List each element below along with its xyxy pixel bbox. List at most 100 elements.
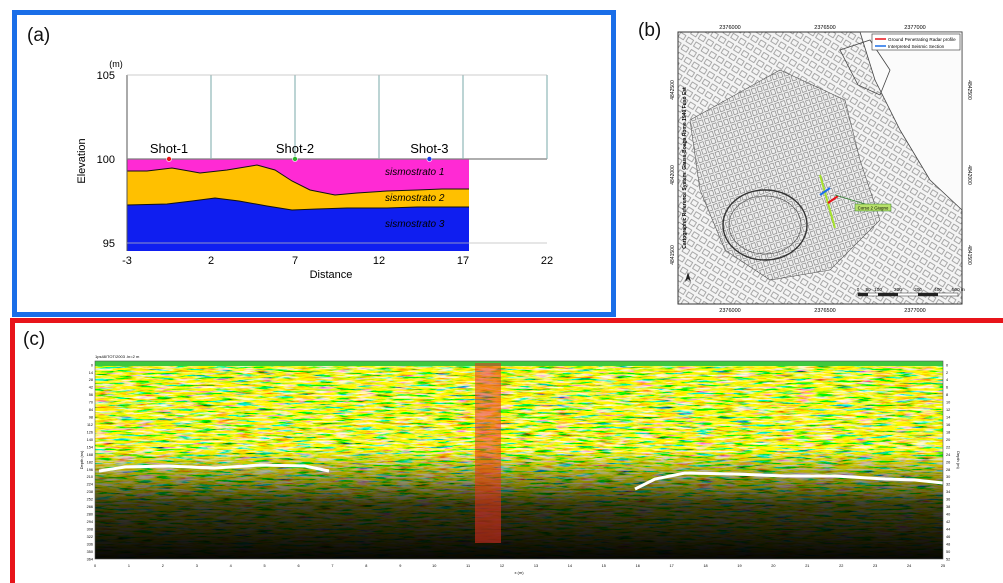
y-ticks: 105 100 95 bbox=[97, 70, 547, 250]
left-coord-2: 4842000 bbox=[670, 165, 676, 185]
x-tick-label: 2 bbox=[208, 255, 214, 267]
shot-marker bbox=[426, 156, 433, 162]
left-depth-tick: 98 bbox=[89, 416, 93, 420]
left-coord-3: 4841500 bbox=[670, 245, 676, 265]
left-depth-tick: 294 bbox=[87, 520, 93, 524]
layer-1-label: sismostrato 1 bbox=[385, 167, 444, 178]
left-depth-tick: 210 bbox=[87, 475, 93, 479]
top-coord-1: 2376000 bbox=[719, 25, 740, 31]
x-tick-label: 7 bbox=[292, 255, 298, 267]
scale-bar: 0 50 100 200 300 400 500 m bbox=[857, 287, 965, 297]
shot-label: Shot-3 bbox=[410, 141, 448, 156]
right-depth-tick: 32 bbox=[946, 483, 950, 487]
left-depth-tick: 280 bbox=[87, 513, 93, 517]
dense-district bbox=[689, 69, 881, 281]
right-depth-tick: 40 bbox=[946, 513, 950, 517]
left-depth-tick: 322 bbox=[87, 535, 93, 539]
left-depth-tick: 364 bbox=[87, 557, 93, 561]
radargram-x-axis-label: x (m) bbox=[514, 570, 524, 575]
left-depth-tick: 350 bbox=[87, 550, 93, 554]
x-distance-tick: 14 bbox=[568, 564, 572, 568]
left-depth-tick: 70 bbox=[89, 401, 93, 405]
right-depth-tick: 34 bbox=[946, 490, 950, 494]
left-depth-tick: 0 bbox=[91, 363, 93, 367]
x-distance-tick: 25 bbox=[941, 564, 945, 568]
shot-marker bbox=[166, 156, 172, 162]
x-distance-tick: 12 bbox=[500, 564, 504, 568]
y-unit-label: (m) bbox=[109, 59, 123, 69]
bottom-coord-1: 2376000 bbox=[719, 308, 740, 314]
left-depth-tick: 154 bbox=[87, 445, 93, 449]
right-coord-1: 4842500 bbox=[966, 80, 972, 100]
top-coord-2: 2376500 bbox=[814, 25, 835, 31]
layer-3-area bbox=[127, 198, 469, 251]
shot-label: Shot-1 bbox=[150, 141, 188, 156]
left-depth-tick: 14 bbox=[89, 371, 93, 375]
scale-200: 200 bbox=[894, 287, 902, 292]
shot-label: Shot-2 bbox=[276, 141, 314, 156]
right-depth-tick: 22 bbox=[946, 445, 950, 449]
harbor bbox=[839, 39, 891, 96]
layer-2-3-boundary bbox=[126, 197, 469, 211]
x-tick-label: 12 bbox=[373, 255, 385, 267]
panel-b-label: (b) bbox=[638, 20, 662, 41]
left-depth-tick: 224 bbox=[87, 483, 93, 487]
right-depth-tick: 50 bbox=[946, 550, 950, 554]
y-tick-label: 95 bbox=[103, 238, 115, 250]
radargram-right-ticks: 0246810121416182022242628303234363840424… bbox=[946, 363, 950, 561]
panel-a-label: (a) bbox=[27, 25, 51, 46]
panel-b-location-map: (b) 2376000 2376500 2377000 2376000 2376… bbox=[630, 10, 1002, 317]
right-depth-tick: 42 bbox=[946, 520, 950, 524]
panel-a-seismic-section: (a) 105 100 95 -3 2 7 12 17 22 Shot-1 Shot-2 Shot… bbox=[12, 10, 616, 317]
bottom-coord-2: 2376500 bbox=[814, 308, 835, 314]
layer-3-label: sismostrato 3 bbox=[385, 219, 445, 230]
x-distance-tick: 23 bbox=[873, 564, 877, 568]
layer-1-2-boundary bbox=[127, 164, 469, 196]
right-depth-tick: 38 bbox=[946, 505, 950, 509]
y-tick-label: 105 bbox=[97, 70, 115, 82]
left-depth-tick: 308 bbox=[87, 527, 93, 531]
vertical-gridlines bbox=[210, 75, 548, 159]
left-depth-tick: 28 bbox=[89, 378, 93, 382]
city-walls-inner bbox=[728, 195, 802, 255]
y-tick-label: 100 bbox=[97, 154, 115, 166]
callout-box bbox=[854, 203, 892, 212]
right-coord-2: 4842000 bbox=[966, 165, 972, 185]
radargram-left-axis-label: Depth (ns) bbox=[79, 450, 84, 469]
left-depth-tick: 112 bbox=[87, 423, 93, 427]
right-depth-tick: 46 bbox=[946, 535, 950, 539]
right-depth-tick: 4 bbox=[946, 378, 948, 382]
x-distance-tick: 5 bbox=[264, 564, 266, 568]
x-distance-tick: 9 bbox=[399, 564, 401, 568]
right-depth-tick: 36 bbox=[946, 498, 950, 502]
seismic-section-line bbox=[819, 187, 831, 196]
x-distance-tick: 15 bbox=[602, 564, 606, 568]
radargram-depth-fade bbox=[95, 361, 943, 559]
left-depth-tick: 182 bbox=[87, 460, 93, 464]
left-depth-tick: 196 bbox=[87, 468, 93, 472]
right-depth-tick: 24 bbox=[946, 453, 950, 457]
left-depth-tick: 140 bbox=[87, 438, 93, 442]
right-depth-tick: 2 bbox=[946, 371, 948, 375]
coastline bbox=[859, 31, 963, 211]
left-coord-1: 4842500 bbox=[670, 80, 676, 100]
top-coord-3: 2377000 bbox=[904, 25, 925, 31]
x-distance-tick: 3 bbox=[196, 564, 198, 568]
x-distance-tick: 2 bbox=[162, 564, 164, 568]
x-distance-tick: 18 bbox=[703, 564, 707, 568]
panel-c-gpr-radargram: (c) 1ps48/TOT/2003 .ln=2 m bbox=[10, 318, 1003, 583]
city-map: 2376000 2376500 2377000 2376000 2376500 … bbox=[670, 25, 972, 314]
x-distance-tick: 4 bbox=[230, 564, 232, 568]
callout-label: Corso 2 Giugno bbox=[858, 206, 889, 211]
right-depth-tick: 16 bbox=[946, 423, 950, 427]
panel-c-label: (c) bbox=[23, 329, 46, 350]
x-distance-tick: 21 bbox=[805, 564, 809, 568]
map-vertical-title: Cartographic Reference System: Gauss-Boa… bbox=[682, 87, 688, 249]
x-distance-tick: 8 bbox=[365, 564, 367, 568]
x-axis-label: Distance bbox=[310, 269, 353, 281]
x-distance-tick: 11 bbox=[466, 564, 470, 568]
right-coord-3: 4841500 bbox=[966, 245, 972, 265]
radargram-frame bbox=[94, 360, 944, 560]
right-depth-tick: 12 bbox=[946, 408, 950, 412]
north-arrow-icon bbox=[685, 272, 691, 282]
